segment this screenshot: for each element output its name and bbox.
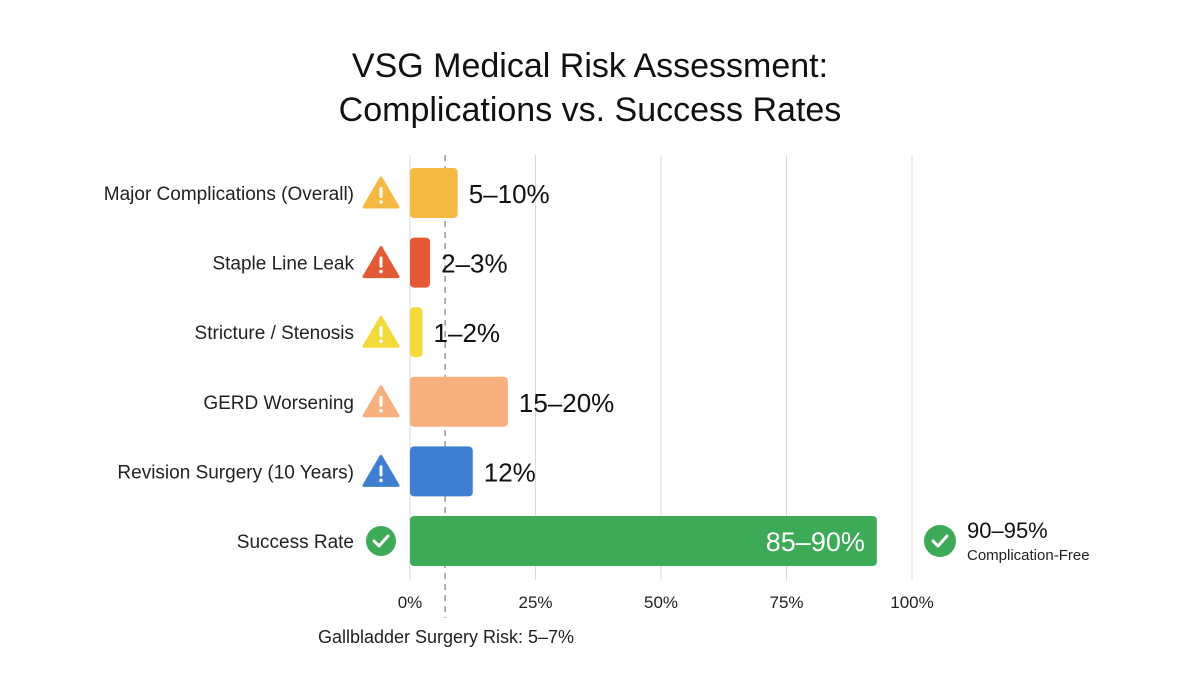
warning-bar: [379, 395, 383, 407]
annotation-value: 90–95%: [967, 518, 1048, 543]
warning-bar: [379, 326, 383, 338]
bar: [410, 446, 473, 497]
warning-dot: [379, 200, 383, 204]
warning-icon: [362, 246, 400, 279]
check-mark: [931, 534, 949, 548]
reference-line-label: Gallbladder Surgery Risk: 5–7%: [318, 627, 574, 647]
x-tick-label: 75%: [769, 593, 803, 612]
warning-icon: [362, 176, 400, 209]
category-label: Staple Line Leak: [212, 254, 354, 275]
category-label: Revision Surgery (10 Years): [117, 462, 354, 483]
x-tick-label: 50%: [644, 593, 678, 612]
bars: 5–10% 2–3% 1–2% 15–20% 12% 85–90%: [410, 168, 877, 566]
bar-value-label: 12%: [484, 457, 536, 487]
bar: [410, 516, 877, 566]
warning-bar: [379, 256, 383, 268]
category-label: Major Complications (Overall): [104, 184, 354, 205]
chart-title: VSG Medical Risk Assessment: Complicatio…: [339, 47, 842, 129]
x-tick-label: 0%: [398, 593, 423, 612]
check-circle-bg: [924, 525, 956, 557]
warning-dot: [379, 478, 383, 483]
check-mark: [372, 534, 390, 548]
bar: [410, 376, 508, 427]
bar: [410, 237, 431, 288]
chart-title-line-1: VSG Medical Risk Assessment:: [352, 47, 828, 85]
bar-value-label: 2–3%: [441, 249, 508, 279]
bar-value-label: 5–10%: [469, 179, 550, 209]
category-labels: Major Complications (Overall) Staple Line…: [104, 176, 400, 556]
x-tick-label: 25%: [518, 593, 552, 612]
category-label: Success Rate: [237, 532, 354, 553]
warning-dot: [379, 339, 383, 344]
bar: [410, 307, 423, 358]
category-label: Stricture / Stenosis: [195, 323, 354, 344]
bar: [410, 168, 458, 218]
x-tick-label: 100%: [890, 593, 933, 612]
warning-icon: [362, 385, 400, 418]
check-circle-icon: [924, 525, 956, 557]
x-axis-ticks: 0% 25% 50% 75% 100%: [398, 593, 934, 612]
check-circle-bg: [366, 526, 396, 556]
bar-value-label: 85–90%: [766, 527, 865, 557]
annotation-sublabel: Complication-Free: [967, 547, 1090, 564]
warning-bar: [379, 465, 383, 477]
success-annotation: 90–95% Complication-Free: [924, 518, 1090, 564]
bar-value-label: 15–20%: [519, 388, 614, 418]
warning-bar: [379, 187, 383, 198]
warning-dot: [379, 269, 383, 274]
check-circle-icon: [366, 526, 396, 556]
bar-value-label: 1–2%: [434, 318, 501, 348]
warning-icon: [362, 315, 400, 348]
warning-dot: [379, 409, 383, 413]
category-label: GERD Worsening: [203, 393, 354, 414]
chart-title-line-2: Complications vs. Success Rates: [339, 91, 842, 129]
warning-icon: [362, 454, 400, 487]
